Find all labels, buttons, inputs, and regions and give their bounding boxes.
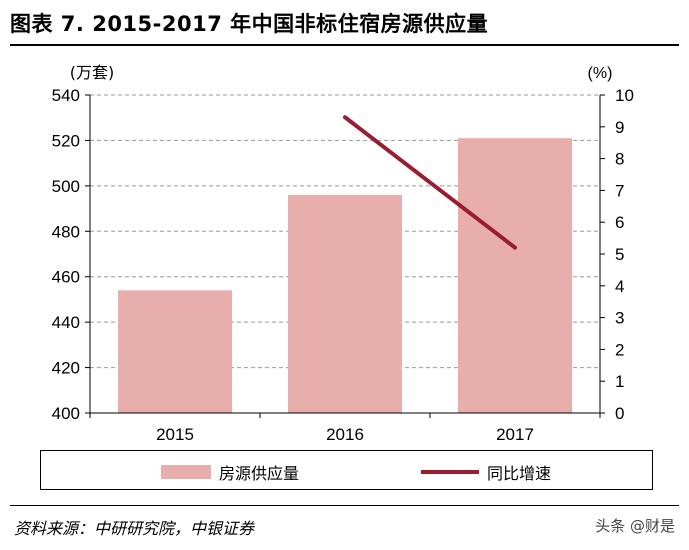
y-right-tick-label: 7 [615, 181, 624, 200]
y-right-tick-label: 6 [615, 213, 624, 232]
y-right-tick-label: 1 [615, 372, 624, 391]
chart-area: 400 420 440 460 480 500 520 540 0 1 2 3 4 5 6 7 8 9 10 2015… [52, 63, 634, 444]
y-left-tick-label: 460 [52, 268, 80, 287]
y-right-tick-label: 3 [615, 309, 624, 328]
x-tick-label: 2016 [326, 425, 364, 444]
y-left-tick-label: 540 [52, 86, 80, 105]
legend-swatch-bar [161, 465, 211, 479]
watermark: 头条 @财是 [595, 517, 675, 535]
y-left-tick-label: 500 [52, 177, 80, 196]
source-note: 资料来源：中研研究院，中银证券 [14, 519, 255, 538]
bar-2016 [288, 194, 402, 413]
legend-item-bar: 房源供应量 [161, 460, 299, 484]
legend: 房源供应量 同比增速 [40, 450, 653, 490]
title-divider [10, 44, 679, 46]
y-left-tick-label: 420 [52, 359, 80, 378]
y-right-tick-label: 4 [615, 277, 624, 296]
footer-divider [10, 505, 679, 506]
y-left-axis-label: (万套) [70, 63, 115, 82]
y-right-tick-label: 8 [615, 150, 624, 169]
bar-2015 [118, 290, 232, 413]
y-right-tick-label: 2 [615, 340, 624, 359]
line-series-yoy-growth [343, 115, 517, 250]
legend-label-bar: 房源供应量 [219, 464, 300, 483]
y-right-tick-label: 5 [615, 245, 624, 264]
legend-swatch-line [421, 470, 479, 474]
y-left-tick-label: 520 [52, 131, 80, 150]
y-right-tick-label: 10 [615, 86, 634, 105]
x-tick-label: 2017 [496, 425, 534, 444]
legend-item-line: 同比增速 [421, 460, 551, 484]
y-left-tick-label: 440 [52, 313, 80, 332]
y-right-tick-label: 9 [615, 118, 624, 137]
y-right-axis-label: (%) [588, 65, 613, 82]
bar-2017 [458, 138, 572, 413]
y-left-tick-label: 480 [52, 222, 80, 241]
y-right-tick-label: 0 [615, 404, 624, 423]
y-left-tick-label: 400 [52, 404, 80, 423]
x-tick-label: 2015 [156, 425, 194, 444]
chart-title: 图表 7. 2015-2017 年中国非标住宿房源供应量 [10, 12, 489, 36]
legend-label-line: 同比增速 [487, 464, 552, 483]
